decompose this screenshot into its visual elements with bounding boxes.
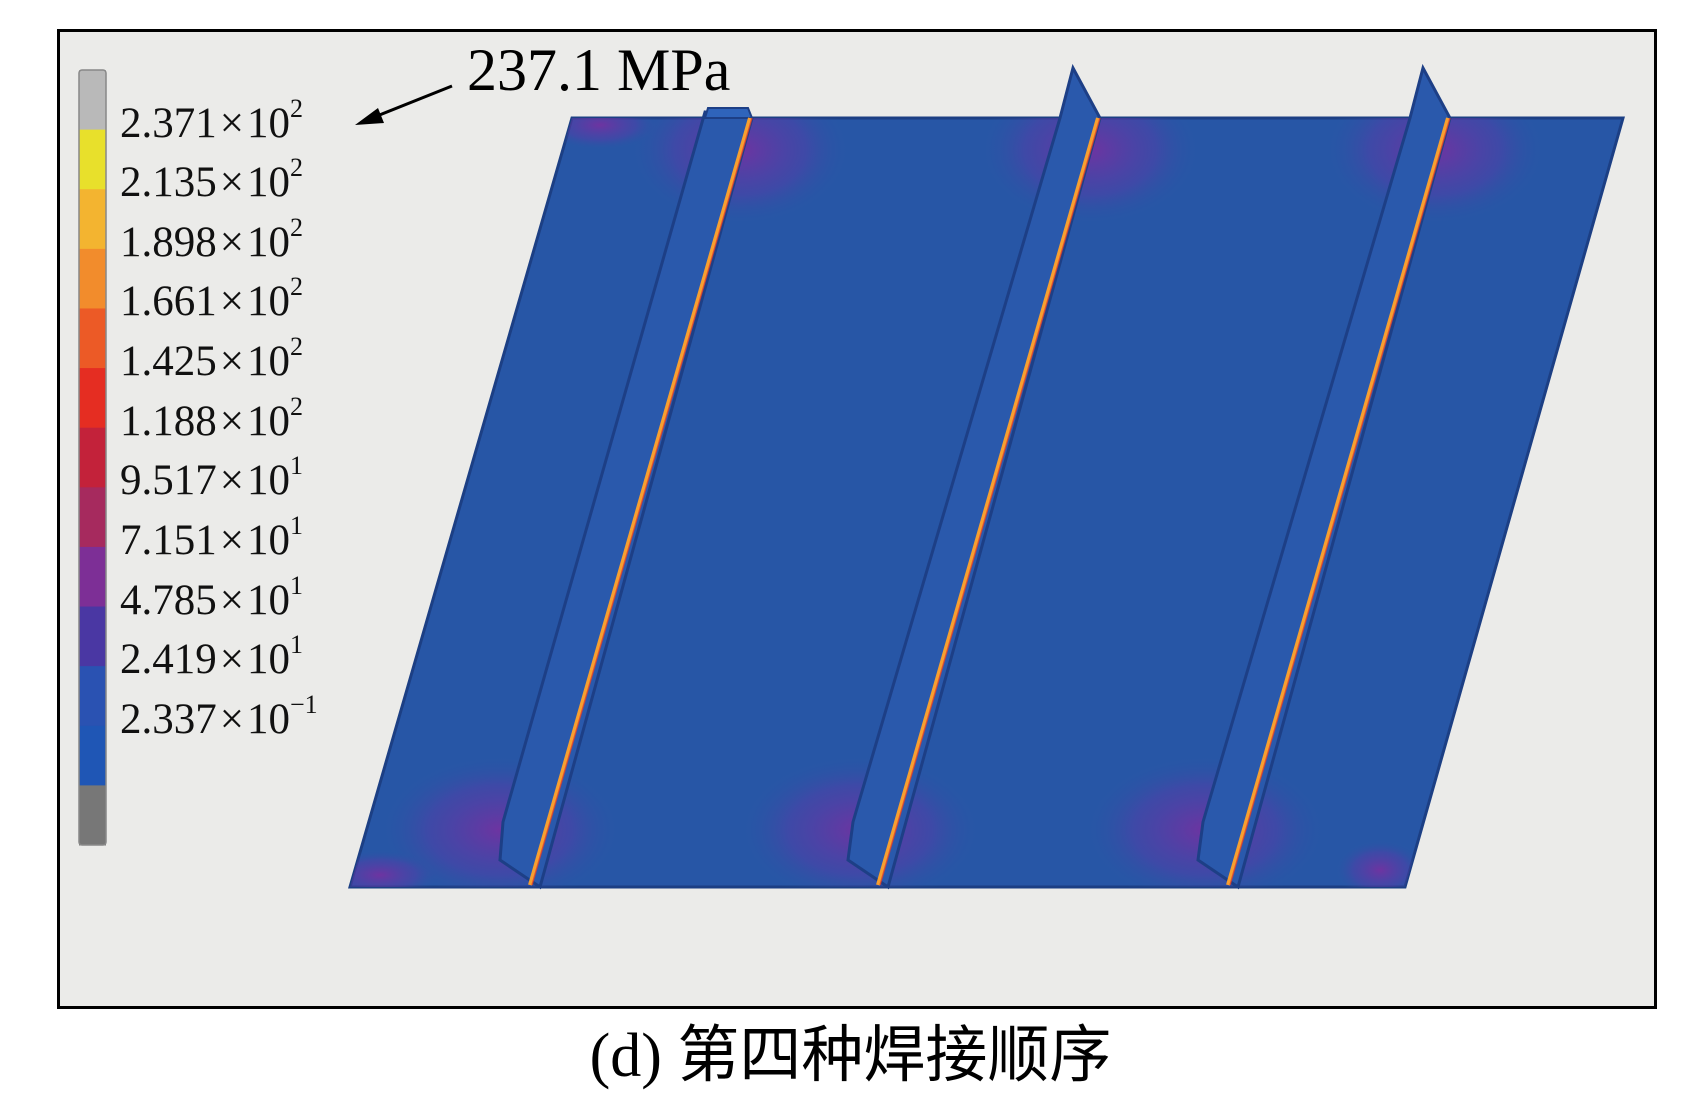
legend-label-10: 2.419×101 xyxy=(120,630,304,684)
legend-label-2: 2.135×102 xyxy=(120,153,304,207)
legend-swatch-4 xyxy=(79,248,106,309)
legend-swatch-7 xyxy=(79,427,106,488)
legend-swatch-9 xyxy=(79,546,106,608)
legend-label-11: 2.337×10−1 xyxy=(120,689,318,743)
legend-swatch-8 xyxy=(79,487,106,548)
legend-label-5: 1.425×102 xyxy=(120,332,304,386)
legend-swatch-11 xyxy=(79,666,106,727)
legend-swatch-2 xyxy=(79,129,106,190)
weld-line-1 xyxy=(528,117,752,886)
stiffener-3 xyxy=(1196,63,1452,890)
legend-label-4: 1.661×102 xyxy=(120,272,304,326)
stiffener-1 xyxy=(498,107,754,890)
figure-caption: (d) 第四种焊接顺序 xyxy=(589,1022,1112,1090)
legend-swatch-3 xyxy=(79,189,106,250)
legend-swatch-13 xyxy=(79,785,106,846)
callout-arrow xyxy=(355,84,453,125)
legend-swatch-10 xyxy=(79,606,106,667)
legend-swatch-1 xyxy=(79,70,106,131)
max-stress-callout: 237.1 MPa xyxy=(467,37,731,103)
legend-color-bar xyxy=(78,69,107,846)
legend-label-8: 7.151×101 xyxy=(120,510,304,564)
legend-swatch-6 xyxy=(79,368,106,429)
legend-swatch-5 xyxy=(79,308,106,369)
legend-label-6: 1.188×102 xyxy=(120,391,304,445)
halo-bottom-left xyxy=(350,850,440,887)
legend-label-1: 2.371×102 xyxy=(120,93,304,147)
legend-swatch-12 xyxy=(79,725,106,786)
legend-label-3: 1.898×102 xyxy=(120,212,304,266)
legend-label-9: 4.785×101 xyxy=(120,570,304,624)
weld-line-3 xyxy=(1226,117,1450,886)
stiffener-2 xyxy=(846,63,1102,890)
halo-bottom-right xyxy=(1335,840,1425,887)
halo-top-left xyxy=(540,118,660,150)
weld-line-2 xyxy=(876,117,1100,886)
legend-label-7: 9.517×101 xyxy=(120,451,304,505)
